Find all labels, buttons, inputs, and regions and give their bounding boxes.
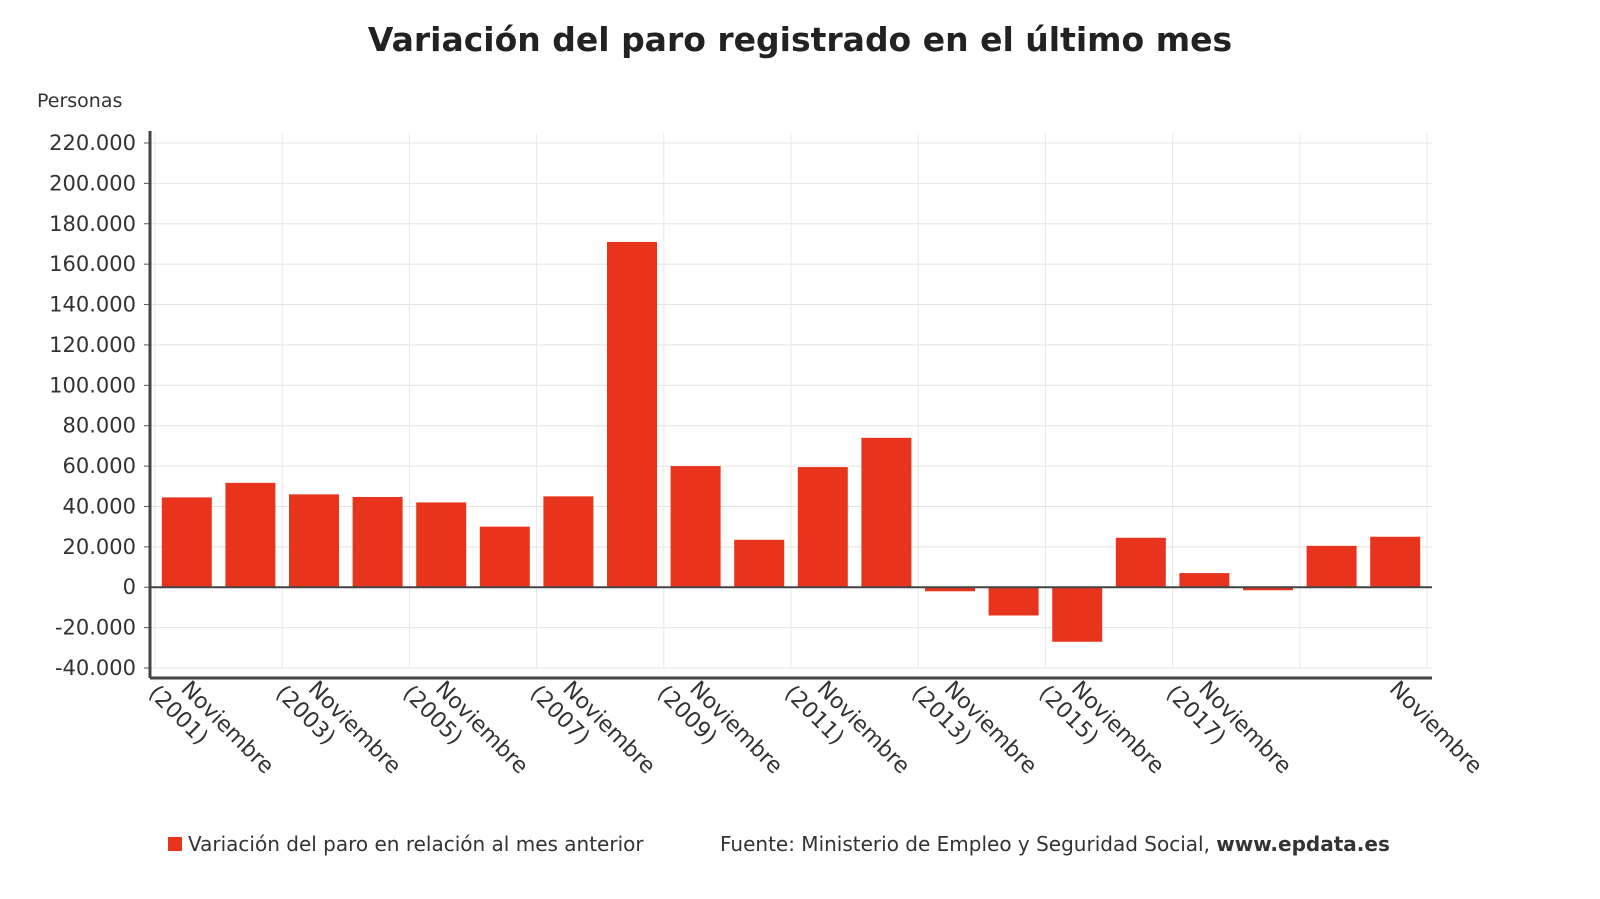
- source-note: Fuente: Ministerio de Empleo y Seguridad…: [720, 832, 1390, 856]
- bar: [670, 466, 721, 588]
- chart-title: Variación del paro registrado en el últi…: [367, 20, 1233, 59]
- y-tick-label: 60.000: [63, 454, 136, 478]
- y-tick-label: 0: [123, 575, 136, 599]
- bar: [225, 482, 276, 588]
- bar: [607, 241, 657, 588]
- x-tick-label: Noviembre(2005): [398, 662, 533, 797]
- y-tick-label: 40.000: [63, 494, 136, 518]
- legend-label: Variación del paro en relación al mes an…: [188, 832, 644, 856]
- y-tick-label: 80.000: [63, 414, 136, 438]
- bar: [734, 539, 785, 588]
- bar: [289, 494, 339, 588]
- bar: [543, 496, 594, 588]
- y-tick-label: 20.000: [63, 535, 136, 559]
- bar: [1115, 537, 1166, 588]
- y-tick-label: 140.000: [49, 293, 136, 317]
- x-tick-label: Noviembre(2009): [652, 662, 787, 797]
- y-tick-label: -40.000: [55, 656, 136, 680]
- y-tick-label: 200.000: [49, 171, 136, 195]
- y-axis-label: Personas: [37, 90, 123, 112]
- bar: [1179, 573, 1230, 588]
- x-tick-label: Noviembre(2011): [779, 662, 914, 797]
- x-tick-label: Noviembre(2003): [270, 662, 405, 797]
- bar: [352, 496, 403, 588]
- bar: [1370, 536, 1421, 588]
- bar: [1243, 587, 1293, 591]
- x-tick-label: Noviembre(2001): [143, 662, 278, 797]
- y-tick-label: 180.000: [49, 212, 136, 236]
- x-tick-label: Noviembre(2017): [1161, 662, 1296, 797]
- bar: [1052, 587, 1103, 642]
- y-tick-label: -20.000: [55, 616, 136, 640]
- bar: [416, 502, 467, 588]
- y-tick-label: 100.000: [49, 373, 136, 397]
- source-text: Fuente: Ministerio de Empleo y Seguridad…: [720, 832, 1217, 856]
- legend-swatch: [168, 837, 182, 851]
- x-tick-label: Noviembre(2015): [1034, 662, 1169, 797]
- x-tick-label: Noviembre: [1384, 677, 1487, 780]
- bar: [479, 526, 530, 588]
- bar: [988, 587, 1039, 616]
- x-tick-label: Noviembre(2007): [525, 662, 660, 797]
- x-tick-label: Noviembre(2013): [906, 662, 1041, 797]
- bar: [161, 497, 212, 588]
- bar: [1306, 545, 1357, 588]
- legend: Variación del paro en relación al mes an…: [168, 832, 644, 856]
- y-tick-label: 160.000: [49, 252, 136, 276]
- source-site: www.epdata.es: [1216, 832, 1390, 856]
- y-tick-label: 220.000: [49, 131, 136, 155]
- bar: [861, 437, 912, 588]
- bar: [797, 467, 848, 588]
- bar: [925, 587, 975, 592]
- y-tick-label: 120.000: [49, 333, 136, 357]
